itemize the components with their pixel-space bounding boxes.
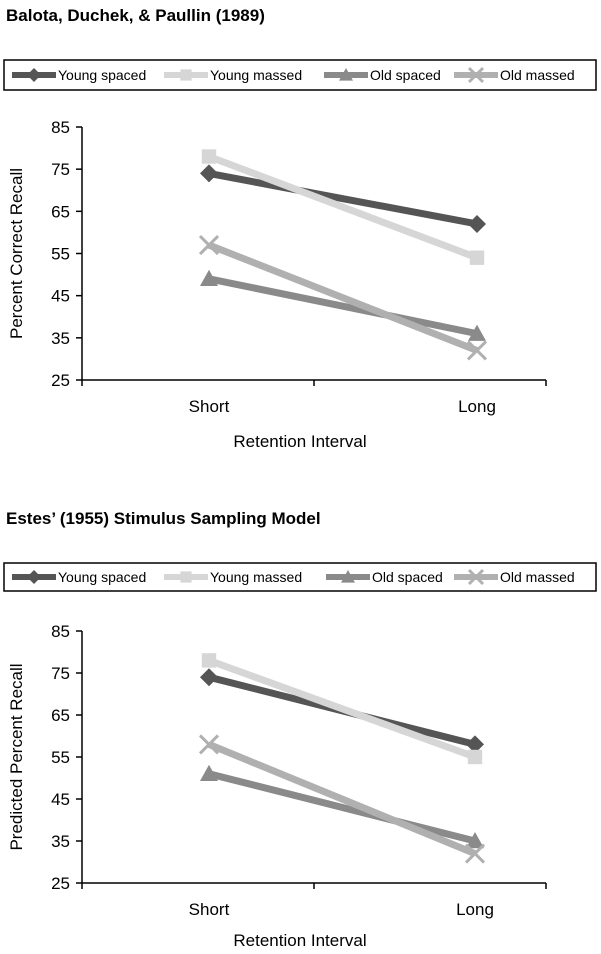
legend-label: Young spaced	[58, 67, 146, 83]
series-old-massed	[198, 734, 486, 864]
y-tick-label: 55	[51, 245, 70, 264]
x-tick-label-long: Long	[458, 397, 496, 416]
legend-item-young-spaced: Young spaced	[12, 569, 146, 585]
data-point-short	[200, 164, 218, 183]
triangle-marker-icon	[339, 68, 353, 81]
x-marker-icon	[467, 568, 485, 586]
y-tick-label: 65	[51, 706, 70, 725]
triangle-marker-icon	[341, 570, 355, 583]
y-tick-label: 45	[51, 790, 70, 809]
chart-panel-balota: Balota, Duchek, & Paullin (1989) Young s…	[0, 0, 601, 470]
y-tick-label: 55	[51, 748, 70, 767]
data-point-short	[201, 653, 217, 668]
y-tick-label: 45	[51, 287, 70, 306]
series-old-spaced	[200, 764, 484, 849]
series-line	[207, 153, 479, 261]
series-line	[208, 770, 476, 845]
data-point-short	[201, 149, 217, 164]
x-marker-icon	[467, 66, 485, 84]
legend-item-young-massed: Young massed	[164, 67, 302, 83]
y-tick-label: 25	[51, 371, 70, 390]
x-tick-label-short: Short	[189, 900, 230, 919]
diamond-marker-icon	[27, 68, 41, 82]
legend-label: Old spaced	[370, 67, 441, 83]
legend: Young spaced Young massed Old spaced Old ma…	[3, 562, 597, 592]
data-point-long	[464, 843, 486, 864]
x-tick-label-long: Long	[456, 900, 494, 919]
y-tick-label: 75	[51, 160, 70, 179]
data-point-long	[466, 832, 484, 849]
chart-svg-balota: Young spaced Young massed Old spaced Old ma…	[3, 59, 597, 451]
series-line	[207, 241, 479, 354]
legend: Young spaced Young massed Old spaced Old ma…	[3, 59, 597, 91]
data-point-long	[468, 324, 486, 341]
series-line	[207, 657, 477, 761]
data-point-long	[466, 735, 484, 754]
data-point-long	[468, 214, 486, 233]
legend-label: Old spaced	[372, 569, 443, 585]
data-point-short	[200, 764, 218, 781]
series-line	[207, 741, 477, 857]
data-point-short	[198, 235, 220, 256]
legend-label: Young massed	[210, 67, 302, 83]
series-young-massed	[201, 653, 483, 765]
y-tick-label: 35	[51, 832, 70, 851]
legend-item-old-massed: Old massed	[454, 66, 575, 84]
data-point-long	[467, 749, 483, 765]
series-young-massed	[201, 149, 485, 265]
data-point-long	[466, 340, 488, 361]
series-line	[208, 169, 478, 228]
legend-item-old-spaced: Old spaced	[326, 569, 443, 585]
square-marker-icon	[180, 69, 192, 81]
legend-label: Young spaced	[58, 569, 146, 585]
y-tick-label: 75	[51, 664, 70, 683]
y-axis-label: Predicted Percent Recall	[7, 663, 26, 850]
data-point-short	[198, 734, 220, 755]
y-axis-label: Percent Correct Recall	[7, 168, 26, 339]
legend-label: Young massed	[210, 569, 302, 585]
series-young-spaced	[200, 164, 486, 233]
data-point-short	[200, 668, 218, 687]
series-old-massed	[198, 235, 488, 361]
y-tick-label: 85	[51, 622, 70, 641]
y-tick-label: 85	[51, 118, 70, 137]
data-point-short	[200, 269, 218, 286]
data-point-long	[469, 250, 485, 265]
legend-label: Old massed	[500, 67, 575, 83]
legend-item-old-massed: Old massed	[454, 568, 575, 586]
y-tick-label: 25	[51, 874, 70, 893]
legend-item-old-spaced: Old spaced	[324, 67, 441, 83]
series-line	[208, 275, 478, 338]
legend-item-young-massed: Young massed	[164, 569, 302, 585]
series-old-spaced	[200, 269, 486, 341]
chart-svg-estes: Young spaced Young massed Old spaced Old ma…	[3, 562, 597, 950]
x-axis-label: Retention Interval	[233, 432, 366, 451]
diamond-marker-icon	[27, 570, 41, 584]
legend-label: Old massed	[500, 569, 575, 585]
y-tick-label: 35	[51, 329, 70, 348]
chart-panel-estes: Estes’ (1955) Stimulus Sampling Model Yo…	[0, 500, 601, 954]
x-axis-label: Retention Interval	[233, 931, 366, 950]
y-tick-label: 65	[51, 202, 70, 221]
legend-item-young-spaced: Young spaced	[12, 67, 146, 83]
chart-title: Estes’ (1955) Stimulus Sampling Model	[6, 509, 321, 528]
x-tick-label-short: Short	[189, 397, 230, 416]
chart-title: Balota, Duchek, & Paullin (1989)	[6, 6, 265, 25]
square-marker-icon	[180, 571, 192, 583]
